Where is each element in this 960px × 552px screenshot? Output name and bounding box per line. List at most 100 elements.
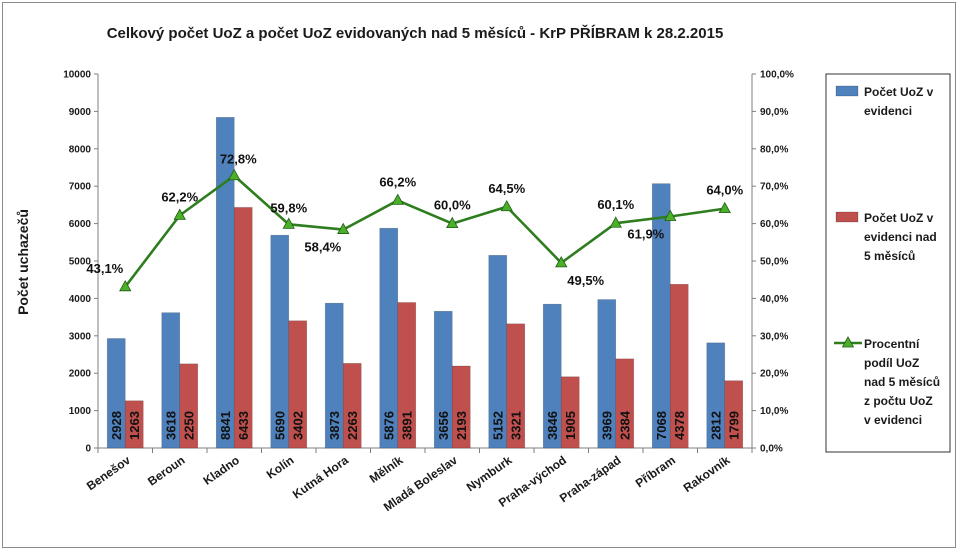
x-category-label: Benešov [84, 453, 133, 493]
x-category-label: Kutná Hora [290, 453, 351, 502]
percentage-data-label: 62,2% [161, 189, 198, 204]
percentage-marker [173, 208, 186, 220]
percentage-marker [609, 216, 622, 228]
bar-over-5-months [179, 363, 199, 449]
legend-entry-text: podíl UoZ [864, 356, 919, 370]
bar-data-label: 5690 [272, 411, 287, 440]
y2-tick-label: 90,0% [760, 107, 788, 118]
bar-data-label: 6433 [236, 411, 251, 440]
bar-data-label: 1799 [726, 411, 741, 440]
x-category-label: Kolín [264, 453, 297, 482]
percentage-marker [282, 217, 295, 229]
bar-data-label: 1263 [127, 411, 142, 440]
legend-entry-text: Počet UoZ v [864, 85, 934, 99]
bar-over-5-months [560, 376, 580, 449]
percentage-data-label: 64,0% [706, 183, 743, 198]
legend: Počet UoZ v evidenci Počet UoZ v evidenci n… [825, 73, 951, 453]
percentage-data-label: 72,8% [220, 152, 257, 167]
x-category-label: Rakovník [681, 453, 733, 495]
percentage-marker [555, 256, 568, 268]
bar-data-label: 2812 [708, 411, 723, 440]
x-category-label: Praha-západ [557, 453, 623, 505]
bar-over-5-months [397, 302, 417, 449]
percentage-data-label: 66,2% [379, 174, 416, 189]
y-tick-label: 7000 [69, 182, 92, 193]
legend-box [825, 73, 951, 453]
percentage-marker [664, 209, 677, 221]
y2-tick-label: 0,0% [760, 444, 783, 455]
legend-entry-text: v evidenci [864, 413, 922, 427]
y2-tick-label: 100,0% [760, 70, 794, 81]
y2-tick-label: 80,0% [760, 144, 788, 155]
bar-data-label: 2263 [345, 411, 360, 440]
y-tick-label: 8000 [69, 144, 92, 155]
bar-evidence [542, 303, 562, 449]
percentage-line [124, 174, 725, 288]
legend-swatch [835, 211, 859, 223]
bar-data-label: 3846 [545, 411, 560, 440]
legend-entry-text: evidenci [864, 104, 912, 118]
y2-tick-label: 40,0% [760, 294, 788, 305]
y-tick-label: 5000 [69, 257, 92, 268]
y-tick-label: 10000 [63, 70, 91, 81]
legend-entry-text: Počet UoZ v [864, 211, 934, 225]
x-category-label: Nymburk [464, 453, 515, 494]
y-tick-label: 2000 [69, 369, 92, 380]
y-tick-label: 4000 [69, 294, 92, 305]
percentage-marker [500, 199, 513, 212]
legend-entry-text: evidenci nad [864, 230, 937, 244]
percentage-marker [718, 201, 731, 214]
bar-over-5-months [724, 380, 744, 449]
y-tick-label: 6000 [69, 219, 92, 230]
legend-entry-text: 5 měsíců [864, 249, 915, 263]
plot-area: 0 1000 2000 3000 4000 5000 6000 7000 8000 9000 100… [63, 70, 794, 515]
percentage-data-label: 64,5% [488, 181, 525, 196]
x-category-label: Kladno [201, 453, 242, 488]
y-tick-label: 9000 [69, 107, 92, 118]
legend-entry-text: Procentní [864, 337, 920, 351]
bar-over-5-months [451, 365, 471, 449]
chart-title: Celkový počet UoZ a počet UoZ evidovanýc… [107, 24, 724, 42]
bar-data-label: 2928 [109, 411, 124, 440]
percentage-data-label: 60,1% [597, 197, 634, 212]
percentage-marker [391, 193, 404, 205]
percentage-data-label: 60,0% [434, 198, 471, 213]
bar-evidence [215, 117, 235, 449]
y-tick-label: 0 [85, 444, 91, 455]
legend-entry-text: nad 5 měsíců [864, 375, 940, 389]
percentage-data-label: 58,4% [304, 240, 341, 255]
bar-data-label: 2384 [617, 410, 632, 440]
bar-over-5-months [342, 363, 362, 449]
legend-swatch [835, 85, 859, 97]
bar-over-5-months [288, 320, 308, 449]
y2-tick-label: 50,0% [760, 257, 788, 268]
y2-tick-label: 10,0% [760, 406, 788, 417]
percentage-marker [337, 222, 350, 234]
percentage-data-label: 43,1% [86, 261, 123, 276]
bar-over-5-months [506, 323, 526, 449]
legend-entry-text: z počtu UoZ [864, 394, 933, 408]
bar-data-label: 2193 [454, 411, 469, 440]
y2-tick-label: 20,0% [760, 369, 788, 380]
percentage-data-label: 61,9% [627, 226, 664, 241]
bar-data-label: 4378 [672, 411, 687, 440]
bar-data-label: 3618 [163, 411, 178, 440]
bar-data-label: 3656 [436, 411, 451, 440]
percentage-data-label: 59,8% [270, 200, 307, 215]
bar-over-5-months [124, 400, 144, 449]
y-tick-label: 1000 [69, 406, 92, 417]
bar-data-label: 5876 [381, 411, 396, 440]
bar-data-label: 8841 [218, 411, 233, 440]
y-axis-label: Počet uchazečů [15, 209, 31, 315]
bar-data-label: 7068 [654, 411, 669, 440]
percentage-marker [228, 168, 241, 181]
y-tick-label: 3000 [69, 331, 92, 342]
bar-data-label: 3891 [399, 411, 414, 440]
x-category-label: Příbram [633, 453, 678, 490]
bar-data-label: 3321 [508, 411, 523, 440]
percentage-marker [119, 279, 132, 292]
percentage-data-label: 49,5% [567, 273, 604, 288]
legend-marker-swatch [841, 336, 855, 348]
